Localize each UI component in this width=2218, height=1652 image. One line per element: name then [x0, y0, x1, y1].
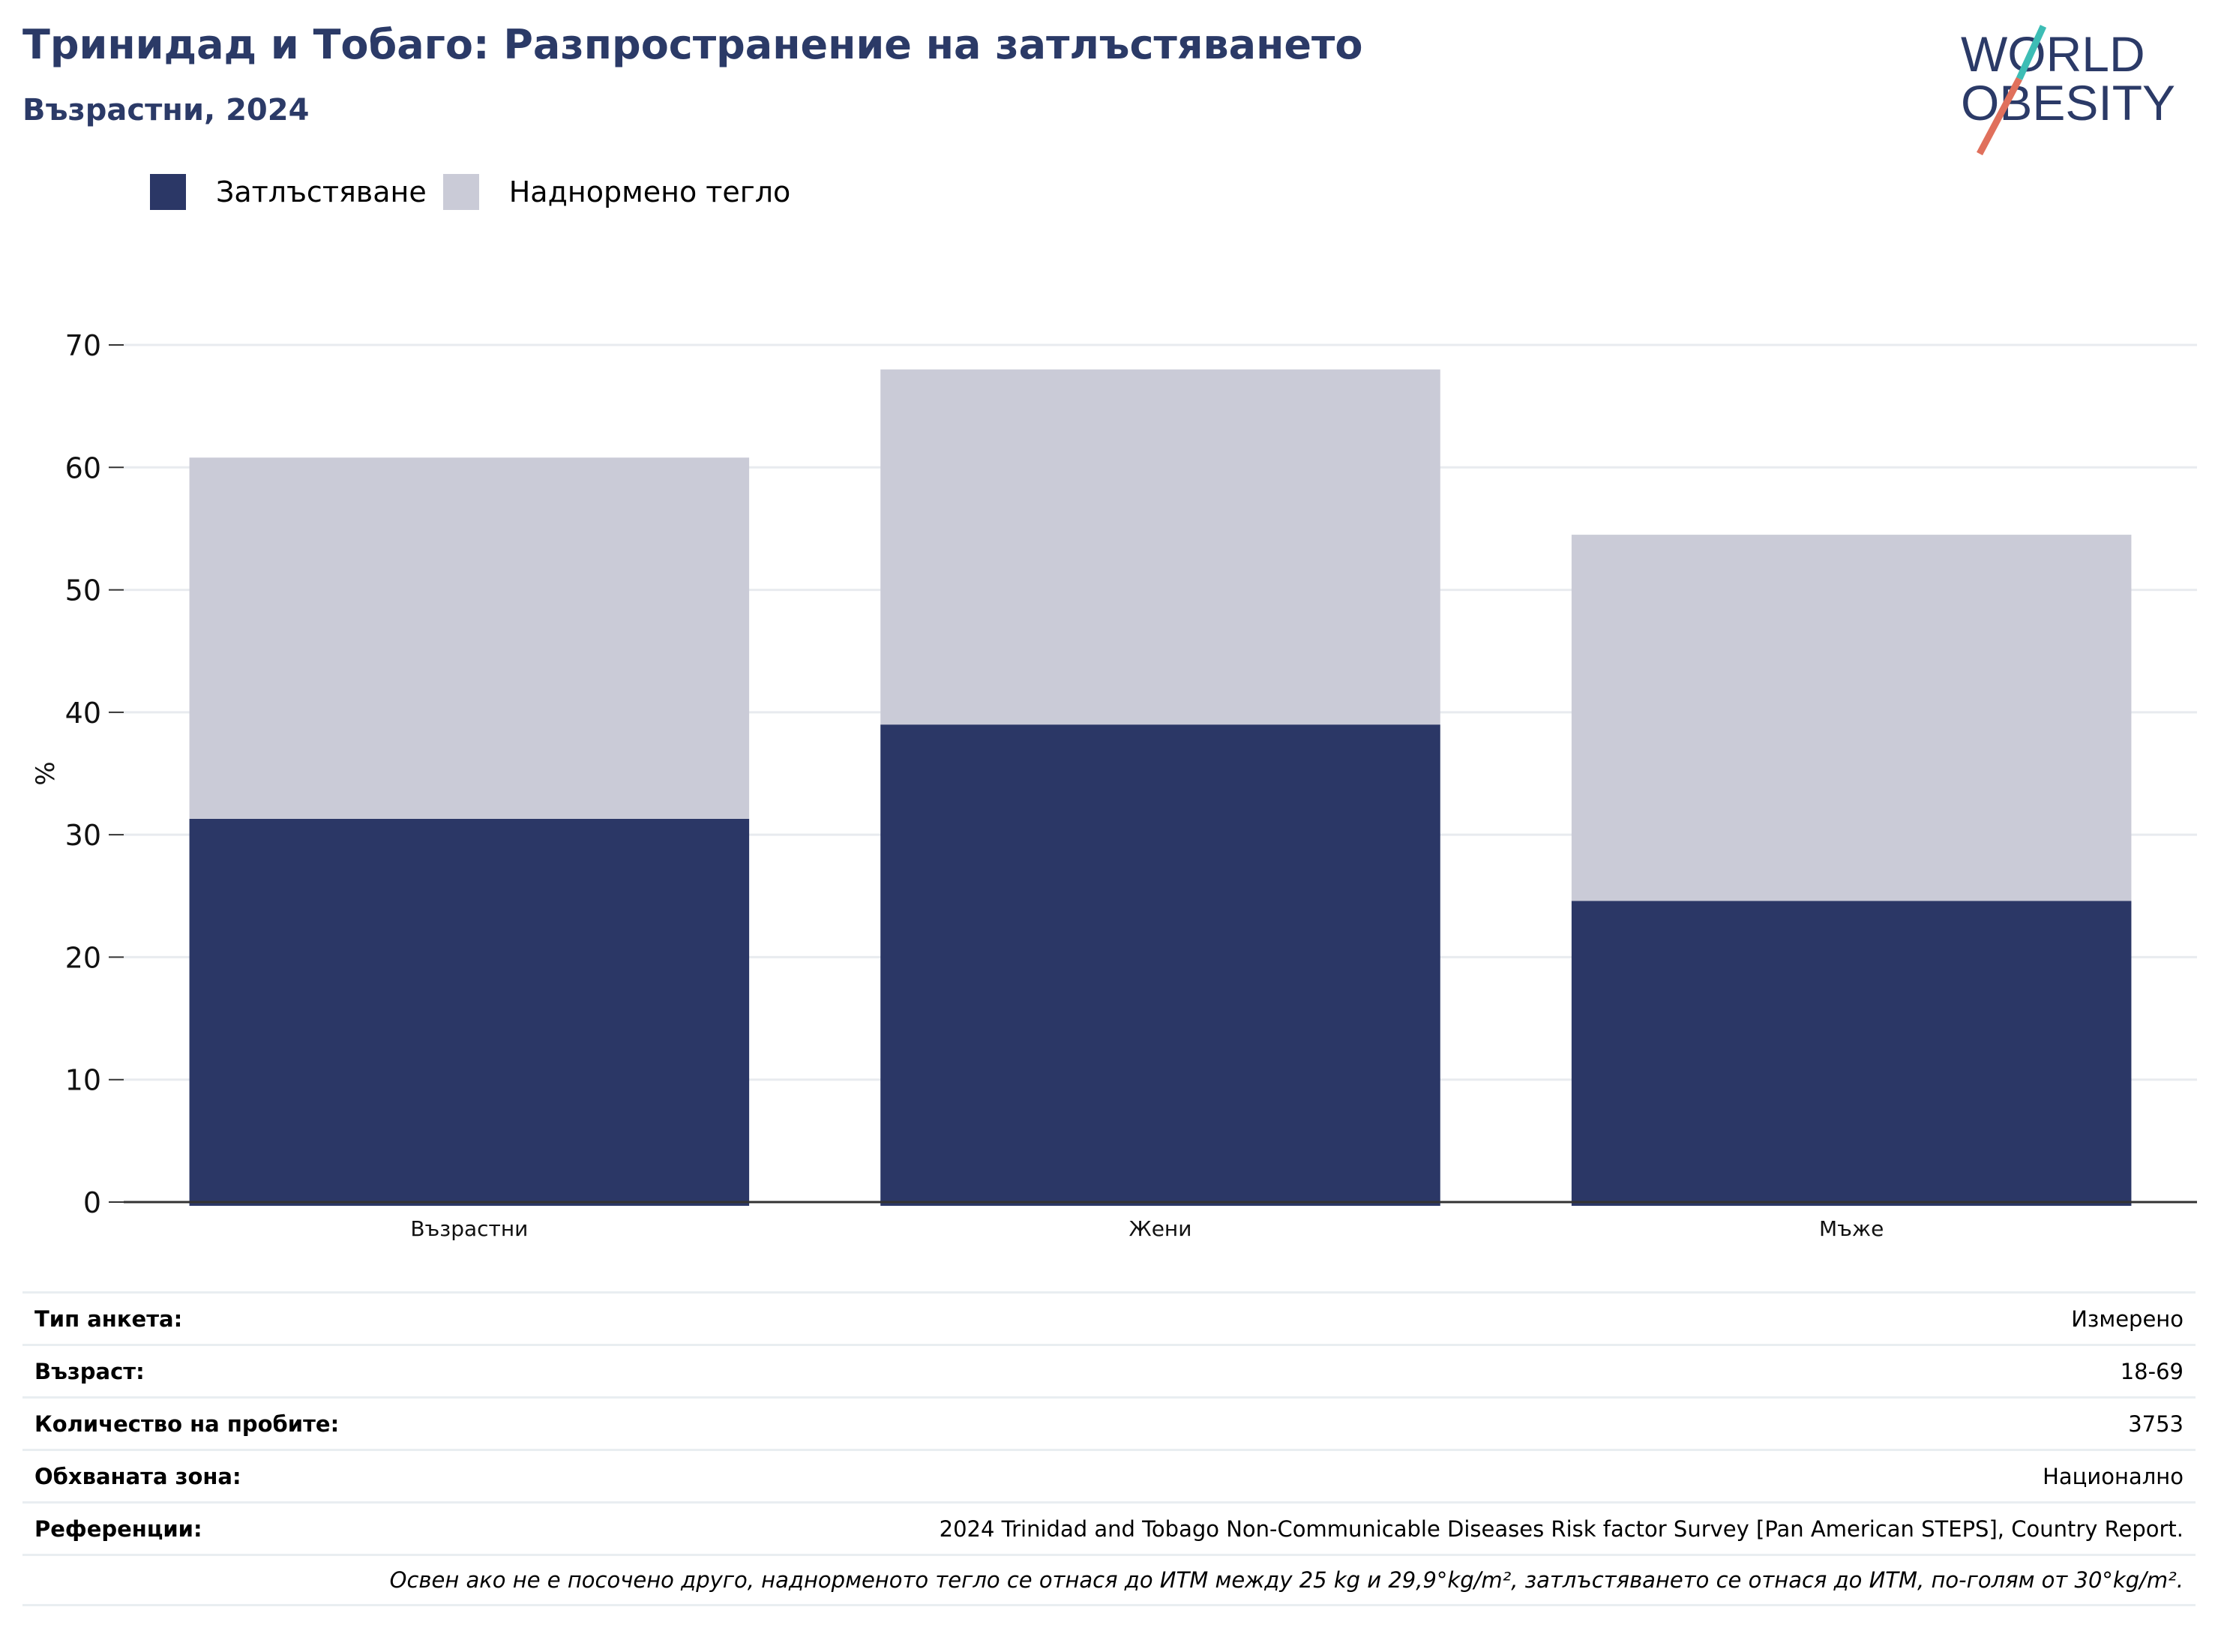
- legend-label-obesity: Затлъстяване: [216, 175, 427, 208]
- info-key: Тип анкета:: [34, 1306, 183, 1332]
- info-row-references: Референции: 2024 Trinidad and Tobago Non…: [22, 1501, 2196, 1554]
- bar-overweight-0: [189, 457, 750, 819]
- info-value: 18-69: [2120, 1358, 2184, 1384]
- y-tick-label: 30: [65, 819, 101, 852]
- bar-obesity-0: [189, 818, 750, 1206]
- legend-item-obesity: Затлъстяване: [150, 174, 427, 210]
- logo-line1: WORLD: [1961, 26, 2145, 82]
- logo-slash-teal: [2016, 25, 2047, 80]
- legend-item-overweight: Наднормено тегло: [442, 174, 791, 210]
- info-row-area-covered: Обхваната зона: Национално: [22, 1449, 2196, 1501]
- info-value: 3753: [2128, 1411, 2184, 1437]
- y-tick-label: 70: [65, 329, 101, 362]
- info-row-age: Възраст: 18-69: [22, 1344, 2196, 1396]
- y-tick-label: 60: [65, 451, 101, 484]
- legend-swatch-obesity: [150, 174, 186, 210]
- info-value: Национално: [2043, 1463, 2184, 1489]
- chart-subtitle: Възрастни, 2024: [22, 93, 310, 127]
- y-tick-label: 0: [83, 1186, 101, 1219]
- y-tick-label: 20: [65, 941, 101, 974]
- info-key: Обхваната зона:: [34, 1463, 241, 1489]
- info-key: Възраст:: [34, 1358, 145, 1384]
- chart-title: Тринидад и Тобаго: Разпространение на за…: [22, 21, 1363, 68]
- world-obesity-logo: WORLD OBESITY: [1961, 25, 2175, 156]
- x-tick-label: Възрастни: [410, 1216, 528, 1241]
- info-row-definition-note: Освен ако не е посочено друго, наднормен…: [22, 1554, 2196, 1606]
- y-axis-label: %: [31, 761, 61, 785]
- x-tick-label: Мъже: [1819, 1216, 1884, 1241]
- survey-info-table: Тип анкета: Измерено Възраст: 18-69 Коли…: [22, 1291, 2196, 1606]
- y-tick-label: 40: [65, 697, 101, 730]
- legend: Затлъстяване Наднормено тегло: [150, 172, 807, 211]
- bar-obesity-1: [880, 724, 1440, 1206]
- y-tick-label: 10: [65, 1064, 101, 1097]
- info-value: 2024 Trinidad and Tobago Non-Communicabl…: [939, 1516, 2184, 1542]
- info-key: Референции:: [34, 1516, 202, 1542]
- info-row-sample-size: Количество на пробите: 3753: [22, 1396, 2196, 1449]
- info-row-survey-type: Тип анкета: Измерено: [22, 1291, 2196, 1344]
- x-tick-label: Жени: [1129, 1216, 1192, 1241]
- legend-label-overweight: Наднормено тегло: [508, 175, 791, 208]
- bar-obesity-2: [1571, 901, 2132, 1206]
- bar-chart: 0 10 20 30 40 50 60 70% Възрастни Жени Мъже: [31, 329, 2197, 1241]
- bar-overweight-2: [1571, 535, 2132, 901]
- logo-slash-coral: [1977, 76, 2022, 156]
- info-value: Измерено: [2071, 1306, 2184, 1332]
- definition-note: Освен ако не е посочено друго, наднормен…: [389, 1567, 2184, 1593]
- info-key: Количество на пробите:: [34, 1411, 340, 1437]
- bar-overweight-1: [880, 369, 1440, 725]
- legend-swatch-overweight: [442, 174, 479, 210]
- y-tick-label: 50: [65, 574, 101, 607]
